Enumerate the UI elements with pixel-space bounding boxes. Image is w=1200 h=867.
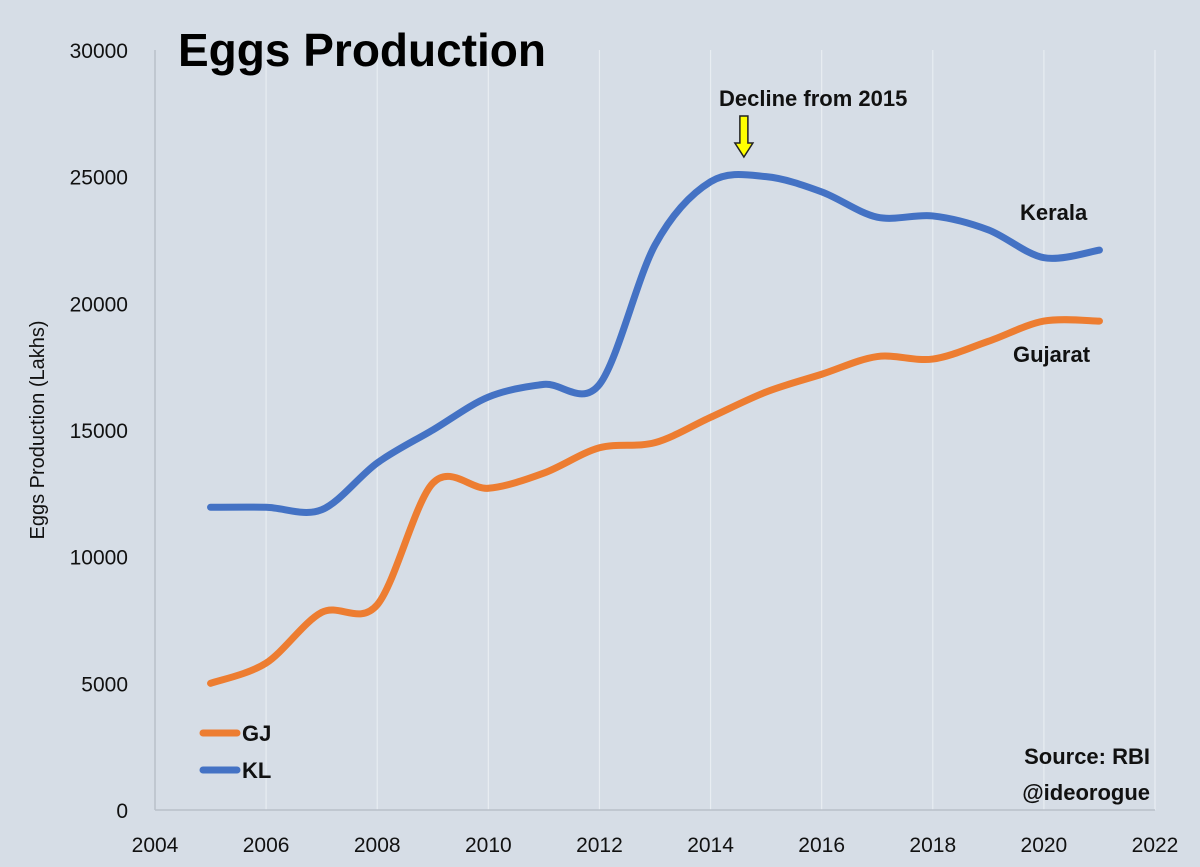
x-tick-label: 2018 bbox=[909, 834, 956, 857]
chart-legend: GJ KL bbox=[199, 721, 271, 783]
x-tick-label: 2022 bbox=[1132, 834, 1179, 857]
series-line-kl bbox=[207, 170, 1103, 516]
x-tick-label: 2016 bbox=[798, 834, 845, 857]
y-tick-label: 20000 bbox=[70, 293, 128, 316]
annotation-label: Decline from 2015 bbox=[719, 86, 907, 111]
legend-label-kl: KL bbox=[242, 758, 271, 783]
chart-title: Eggs Production bbox=[178, 24, 546, 76]
y-tick-label: 15000 bbox=[70, 420, 128, 443]
x-tick-label: 2004 bbox=[132, 834, 179, 857]
y-tick-label: 25000 bbox=[70, 167, 128, 190]
series-label-kerala: Kerala bbox=[1020, 200, 1088, 225]
annotation: Decline from 2015 bbox=[719, 86, 907, 159]
series-line-gj bbox=[207, 316, 1103, 687]
x-tick-label: 2008 bbox=[354, 834, 401, 857]
y-tick-label: 30000 bbox=[70, 40, 128, 63]
y-tick-label: 10000 bbox=[70, 547, 128, 570]
chart-axes: 2004 2006 2008 2010 2012 2014 2016 2018 2020 2022… bbox=[70, 40, 1179, 857]
y-axis-title: Eggs Production (Lakhs) bbox=[27, 320, 49, 539]
chart-series bbox=[207, 170, 1103, 687]
x-tick-label: 2020 bbox=[1021, 834, 1068, 857]
y-tick-label: 0 bbox=[116, 800, 128, 823]
x-tick-label: 2014 bbox=[687, 834, 734, 857]
x-tick-label: 2006 bbox=[243, 834, 290, 857]
y-tick-label: 5000 bbox=[81, 673, 128, 696]
x-tick-label: 2012 bbox=[576, 834, 623, 857]
legend-label-gj: GJ bbox=[242, 721, 271, 746]
annotation-arrow-icon bbox=[733, 115, 755, 159]
source-text: Source: RBI bbox=[1024, 744, 1150, 769]
chart-gridlines bbox=[265, 50, 1156, 810]
series-label-gujarat: Gujarat bbox=[1013, 342, 1091, 367]
credit-handle: @ideorogue bbox=[1022, 780, 1150, 805]
source-credit: Source: RBI @ideorogue bbox=[1022, 744, 1150, 805]
x-tick-label: 2010 bbox=[465, 834, 512, 857]
